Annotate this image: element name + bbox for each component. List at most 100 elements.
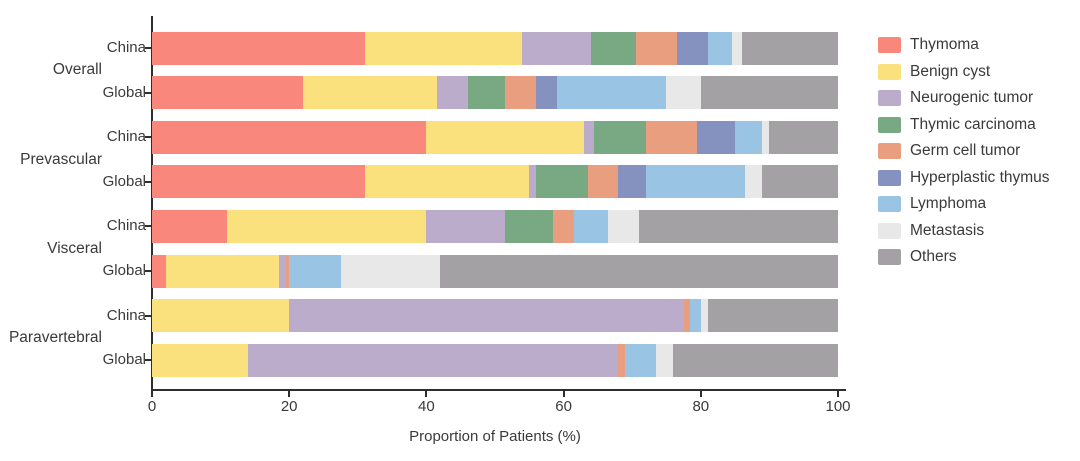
bar-segment-benign-cyst [165, 254, 279, 288]
bar-segment-neurogenic-tumor [529, 165, 537, 199]
bar-segment-germ-cell-tumor [285, 254, 290, 288]
x-tick-label: 0 [147, 398, 157, 415]
bar-segment-neurogenic-tumor [278, 254, 286, 288]
bar-segment-others [762, 165, 838, 199]
legend-swatch [878, 63, 901, 80]
bar-segment-metastasis [608, 209, 640, 243]
bar-segment-thymoma [152, 254, 166, 288]
group-label-paravertebral: Paravertebral [8, 328, 102, 346]
x-axis-tick [837, 391, 839, 397]
legend-swatch [878, 169, 901, 186]
legend-label: Benign cyst [910, 62, 991, 80]
legend-item-lymphoma: Lymphoma [878, 196, 1050, 212]
bar-segment-germ-cell-tumor [683, 299, 691, 333]
bar-segment-benign-cyst [364, 31, 523, 65]
y-axis-tick [145, 47, 151, 49]
row-label: China [106, 128, 146, 146]
bar-segment-thymic-carcinoma [467, 76, 506, 110]
legend-item-others: Others [878, 249, 1050, 265]
legend-item-germ-cell-tumor: Germ cell tumor [878, 143, 1050, 159]
bar-overall-global [152, 76, 838, 110]
bar-segment-germ-cell-tumor [645, 120, 698, 154]
bar-prevascular-global [152, 165, 838, 199]
legend-item-metastasis: Metastasis [878, 221, 1050, 239]
bar-segment-hyperplastic-thymus [536, 76, 557, 110]
x-axis-line [151, 389, 846, 391]
bar-segment-neurogenic-tumor [248, 343, 619, 377]
bar-segment-lymphoma [573, 209, 609, 243]
x-tick-label: 100 [825, 398, 851, 415]
x-axis-tick [151, 391, 153, 397]
bar-overall-china [152, 31, 838, 65]
bar-segment-benign-cyst [364, 165, 530, 199]
bar-segment-thymic-carcinoma [536, 165, 588, 199]
y-axis-tick [145, 225, 151, 228]
bar-segment-neurogenic-tumor [584, 120, 595, 154]
bar-segment-benign-cyst [152, 299, 290, 333]
bar-segment-metastasis [666, 76, 701, 110]
bar-prevascular-china [152, 120, 838, 154]
bar-segment-hyperplastic-thymus [618, 165, 646, 199]
bar-segment-thymoma [152, 209, 228, 243]
legend-label: Germ cell tumor [910, 142, 1021, 159]
bar-segment-benign-cyst [426, 120, 585, 154]
x-tick-label: 20 [280, 398, 298, 415]
legend-swatch [878, 37, 901, 53]
bar-segment-benign-cyst [152, 343, 249, 377]
legend-swatch [878, 196, 901, 212]
row-label: Global [102, 172, 146, 190]
x-axis-tick [425, 391, 428, 397]
legend-label: Neurogenic tumor [910, 89, 1034, 106]
y-axis-tick [145, 180, 151, 183]
bar-segment-others [700, 76, 838, 110]
x-tick-label: 80 [692, 398, 710, 415]
legend: Thymoma Benign cyst Neurogenic tumor Thymic… [878, 37, 1050, 265]
bar-visceral-global [152, 254, 838, 288]
bar-paravertebral-global [152, 343, 838, 377]
group-label-overall: Overall [52, 61, 102, 79]
bar-segment-metastasis [340, 254, 441, 288]
bar-segment-thymic-carcinoma [505, 209, 554, 243]
bar-segment-germ-cell-tumor [635, 31, 677, 65]
legend-swatch [878, 249, 901, 265]
bar-segment-others [440, 254, 838, 288]
group-label-visceral: Visceral [47, 239, 102, 257]
bar-segment-germ-cell-tumor [505, 76, 537, 110]
row-label: Global [102, 351, 146, 369]
legend-swatch [878, 116, 901, 133]
row-label: Global [102, 83, 146, 101]
bar-segment-lymphoma [556, 76, 667, 110]
bar-segment-lymphoma [625, 343, 657, 377]
legend-item-neurogenic-tumor: Neurogenic tumor [878, 90, 1050, 106]
legend-label: Thymoma [910, 36, 979, 53]
legend-swatch [878, 143, 901, 159]
legend-label: Others [910, 248, 957, 265]
bar-segment-thymic-carcinoma [591, 31, 636, 65]
bar-segment-others [639, 209, 838, 243]
bar-segment-neurogenic-tumor [426, 209, 506, 243]
y-axis-tick [145, 314, 151, 317]
x-axis-tick [562, 391, 565, 397]
legend-swatch [878, 90, 901, 106]
y-axis-tick [145, 136, 151, 139]
bar-segment-hyperplastic-thymus [676, 31, 708, 65]
bar-segment-neurogenic-tumor [436, 76, 468, 110]
x-tick-label: 60 [555, 398, 572, 415]
bar-visceral-china [152, 209, 838, 243]
x-axis-tick [699, 391, 702, 397]
bar-segment-hyperplastic-thymus [697, 120, 736, 154]
x-axis-title: Proportion of Patients (%) [409, 428, 581, 445]
x-tick-label: 40 [418, 398, 435, 415]
legend-label: Metastasis [910, 221, 985, 239]
y-axis-tick [145, 359, 151, 362]
row-label: Global [102, 262, 146, 279]
bar-segment-metastasis [700, 299, 708, 333]
bar-segment-benign-cyst [302, 76, 437, 110]
bar-segment-thymoma [152, 120, 427, 154]
bar-segment-others [741, 31, 838, 65]
y-axis-tick [145, 270, 151, 272]
bar-segment-germ-cell-tumor [553, 209, 574, 243]
legend-item-benign-cyst: Benign cyst [878, 62, 1050, 80]
row-label: China [106, 39, 146, 56]
bar-segment-neurogenic-tumor [522, 31, 592, 65]
